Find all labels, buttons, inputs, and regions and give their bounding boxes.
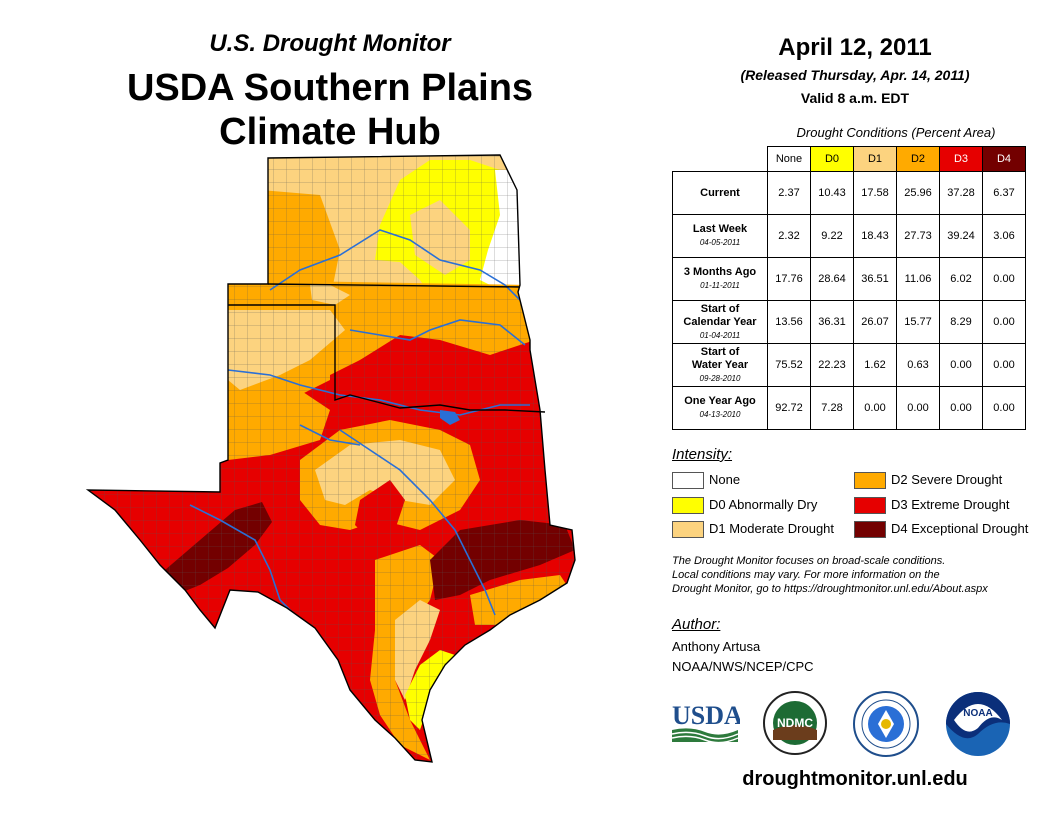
svg-text:NOAA: NOAA <box>963 708 992 719</box>
cell: 18.43 <box>853 214 897 258</box>
title-line1: USDA Southern Plains <box>126 67 534 109</box>
legend-swatch <box>672 472 704 489</box>
cell: 3.06 <box>982 214 1026 258</box>
legend-label: D3 Extreme Drought <box>891 497 1010 512</box>
table-row: Start of Calendar Year 01-04-2011 13.56 36… <box>672 300 1026 344</box>
release-date: (Released Thursday, Apr. 14, 2011) <box>740 67 970 83</box>
row-label: 3 Months Ago 01-11-2011 <box>672 257 768 301</box>
legend-item-d4: D4 Exceptional Drought <box>854 521 1044 539</box>
cell: 0.00 <box>896 386 940 430</box>
cell: 0.00 <box>853 386 897 430</box>
valid-time: Valid 8 a.m. EDT <box>800 90 910 106</box>
svg-text:USDA: USDA <box>672 701 740 730</box>
table-header-row: None D0 D1 D2 D3 D4 <box>673 146 1026 172</box>
row-label: Start of Water Year 09-28-2010 <box>672 343 768 387</box>
table-row: One Year Ago 04-13-2010 92.72 7.28 0.00 0… <box>672 386 1026 430</box>
table-corner <box>673 147 768 172</box>
col-header-d0: D0 <box>810 146 854 172</box>
drought-conditions-table: None D0 D1 D2 D3 D4 Current 2.37 10.43 1… <box>672 146 1026 430</box>
row-label: Current <box>672 171 768 215</box>
ndmc-logo: NDMC <box>763 691 827 755</box>
cell: 39.24 <box>939 214 983 258</box>
cell: 26.07 <box>853 300 897 344</box>
cell: 1.62 <box>853 343 897 387</box>
cell: 0.63 <box>896 343 940 387</box>
table-row: Last Week 04-05-2011 2.32 9.22 18.43 27.7… <box>672 214 1026 258</box>
cell: 11.06 <box>896 257 940 301</box>
page-title: USDA Southern Plains Climate Hub <box>80 66 580 154</box>
legend-swatch <box>854 521 886 538</box>
title-line2: Climate Hub <box>219 111 441 153</box>
cell: 0.00 <box>982 300 1026 344</box>
legend-label: None <box>709 472 741 487</box>
author-title: Author: <box>672 616 721 633</box>
svg-text:NDMC: NDMC <box>777 716 813 730</box>
cell: 0.00 <box>939 386 983 430</box>
drought-map <box>85 154 576 763</box>
col-header-d1: D1 <box>853 146 897 172</box>
cell: 28.64 <box>810 257 854 301</box>
legend-swatch <box>854 497 886 514</box>
cell: 17.58 <box>853 171 897 215</box>
cell: 36.31 <box>810 300 854 344</box>
col-header-d3: D3 <box>939 146 983 172</box>
author-info: Anthony Artusa NOAA/NWS/NCEP/CPC <box>672 637 814 677</box>
cell: 36.51 <box>853 257 897 301</box>
cell: 8.29 <box>939 300 983 344</box>
cell: 6.37 <box>982 171 1026 215</box>
legend-item-d2: D2 Severe Drought <box>854 472 1044 490</box>
table-caption: Drought Conditions (Percent Area) <box>796 125 996 140</box>
cell: 27.73 <box>896 214 940 258</box>
cell: 22.23 <box>810 343 854 387</box>
legend-label: D4 Exceptional Drought <box>891 521 1029 536</box>
legend-swatch <box>854 472 886 489</box>
cell: 17.76 <box>767 257 811 301</box>
supertitle: U.S. Drought Monitor <box>209 30 451 57</box>
row-label: One Year Ago 04-13-2010 <box>672 386 768 430</box>
legend-item-none: None <box>672 472 842 490</box>
cell: 15.77 <box>896 300 940 344</box>
legend-swatch <box>672 521 704 538</box>
table-row: 3 Months Ago 01-11-2011 17.76 28.64 36.51… <box>672 257 1026 301</box>
row-label: Last Week 04-05-2011 <box>672 214 768 258</box>
footer-url[interactable]: droughtmonitor.unl.edu <box>742 768 968 790</box>
legend-label: D0 Abnormally Dry <box>709 497 818 512</box>
cell: 2.32 <box>767 214 811 258</box>
noaa-logo: NOAA <box>946 692 1010 756</box>
table-row: Start of Water Year 09-28-2010 75.52 22.23… <box>672 343 1026 387</box>
legend-label: D1 Moderate Drought <box>709 521 835 536</box>
cell: 13.56 <box>767 300 811 344</box>
cell: 37.28 <box>939 171 983 215</box>
legend-label: D2 Severe Drought <box>891 472 1003 487</box>
table-row: Current 2.37 10.43 17.58 25.96 37.28 6.3… <box>672 171 1026 215</box>
author-name: Anthony Artusa <box>672 639 761 654</box>
author-org: NOAA/NWS/NCEP/CPC <box>672 659 814 674</box>
cell: 0.00 <box>939 343 983 387</box>
usda-logo: USDA <box>671 701 740 744</box>
col-header-d2: D2 <box>896 146 940 172</box>
nws-logo <box>853 691 919 757</box>
cell: 0.00 <box>982 257 1026 301</box>
cell: 6.02 <box>939 257 983 301</box>
legend-title: Intensity: <box>672 446 733 463</box>
cell: 7.28 <box>810 386 854 430</box>
row-label: Start of Calendar Year 01-04-2011 <box>672 300 768 344</box>
cell: 10.43 <box>810 171 854 215</box>
cell: 0.00 <box>982 343 1026 387</box>
col-header-d4: D4 <box>982 146 1026 172</box>
cell: 75.52 <box>767 343 811 387</box>
cell: 9.22 <box>810 214 854 258</box>
cell: 92.72 <box>767 386 811 430</box>
map-date: April 12, 2011 <box>778 34 932 61</box>
drought-monitor-note: The Drought Monitor focuses on broad-sca… <box>672 555 988 595</box>
cell: 0.00 <box>982 386 1026 430</box>
legend-item-d1: D1 Moderate Drought <box>672 521 842 539</box>
cell: 25.96 <box>896 171 940 215</box>
legend-item-d3: D3 Extreme Drought <box>854 497 1044 515</box>
cell: 2.37 <box>767 171 811 215</box>
col-header-none: None <box>767 146 811 172</box>
legend-item-d0: D0 Abnormally Dry <box>672 497 842 515</box>
legend-swatch <box>672 497 704 514</box>
